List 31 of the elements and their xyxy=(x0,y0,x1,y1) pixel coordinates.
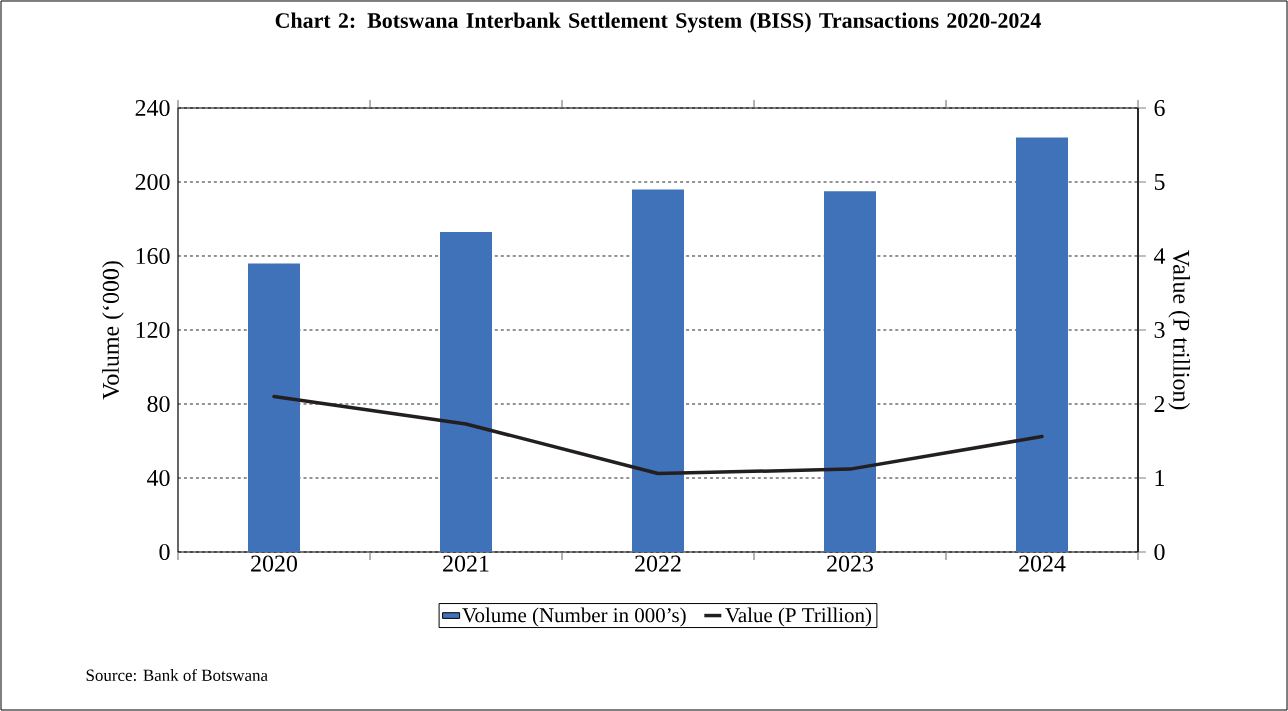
source-note: Source: Bank of Botswana xyxy=(86,668,268,682)
x-tick-label: 2020 xyxy=(251,555,297,572)
chart-title: Chart 2: Botswana Interbank Settlement System (BISS) Transactions 2020-2024 xyxy=(275,12,1041,33)
x-tick-label: 2024 xyxy=(1019,555,1066,572)
y-tick-label: 160 xyxy=(136,247,170,265)
y2-tick-label: 1 xyxy=(1155,470,1165,486)
y-tick-label: 120 xyxy=(136,321,170,339)
y-axis-title: Volume (‘000) xyxy=(102,261,124,400)
y2-tick-label: 4 xyxy=(1154,248,1166,264)
bar xyxy=(1016,137,1068,552)
y-tick-label: 0 xyxy=(159,543,170,561)
y2-tick-label: 3 xyxy=(1154,321,1165,339)
bar xyxy=(824,191,876,552)
line-series xyxy=(272,394,1044,476)
y-tick-label: 200 xyxy=(135,173,170,191)
y-tick-label: 240 xyxy=(135,99,170,117)
y2-tick-label: 2 xyxy=(1154,396,1165,412)
legend-label: Volume (Number in 000’s) xyxy=(462,607,686,627)
y2-tick-label: 0 xyxy=(1154,543,1165,561)
bar xyxy=(440,231,492,552)
y-tick-label: 80 xyxy=(147,395,170,413)
legend-label: Value (P Trillion) xyxy=(725,607,872,627)
y-tick-label: 40 xyxy=(147,469,170,487)
bar xyxy=(632,189,684,552)
x-tick-label: 2021 xyxy=(443,555,489,572)
y2-tick-label: 5 xyxy=(1154,174,1165,190)
x-tick-label: 2023 xyxy=(827,555,873,572)
x-tick-label: 2022 xyxy=(635,555,681,572)
bar xyxy=(248,263,300,552)
y2-tick-label: 6 xyxy=(1154,99,1165,117)
y2-axis-title: Value (P trillion) xyxy=(1168,249,1191,410)
